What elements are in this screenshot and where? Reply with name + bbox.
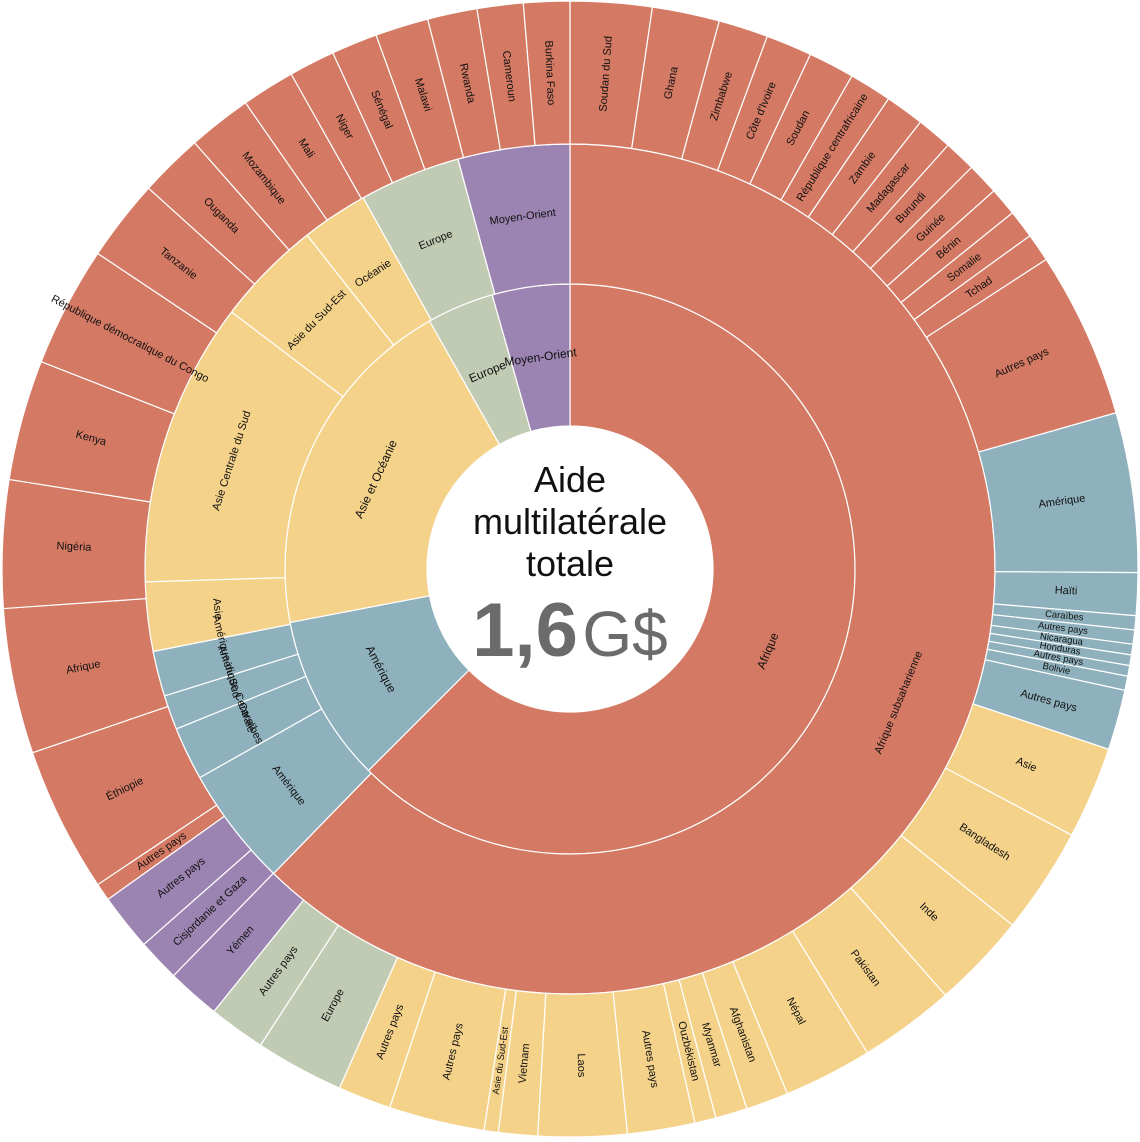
center-title-line-1: Aide: [534, 459, 606, 500]
center-title-line-3: totale: [526, 543, 614, 584]
ring-regions: [284, 283, 856, 855]
center-value: 1,6 G$: [472, 588, 667, 673]
label-r3-vietnam: Vietnam: [517, 1043, 533, 1084]
center-value-number: 1,6: [472, 588, 578, 673]
ring-subregions: [144, 143, 996, 995]
label-r2-asie: Asie: [210, 598, 224, 621]
label-r3-soudan-du-sud: Soudan du Sud: [597, 36, 614, 113]
label-r3-nigeria: Nigéria: [56, 540, 92, 554]
center-circle: [427, 426, 713, 712]
center-value-unit: G$: [582, 598, 667, 670]
label-r3-burkina-faso: Burkina Faso: [542, 40, 557, 105]
label-r3-haiti: Haïti: [1054, 585, 1077, 598]
label-r3-laos: Laos: [575, 1053, 588, 1078]
label-r3-caraibes: Caraïbes: [1045, 609, 1085, 624]
sector-r3-burkina-faso[interactable]: [522, 0, 571, 147]
center-label: Aide multilatérale totale 1,6 G$: [472, 459, 667, 673]
center-title-line-2: multilatérale: [473, 501, 667, 542]
